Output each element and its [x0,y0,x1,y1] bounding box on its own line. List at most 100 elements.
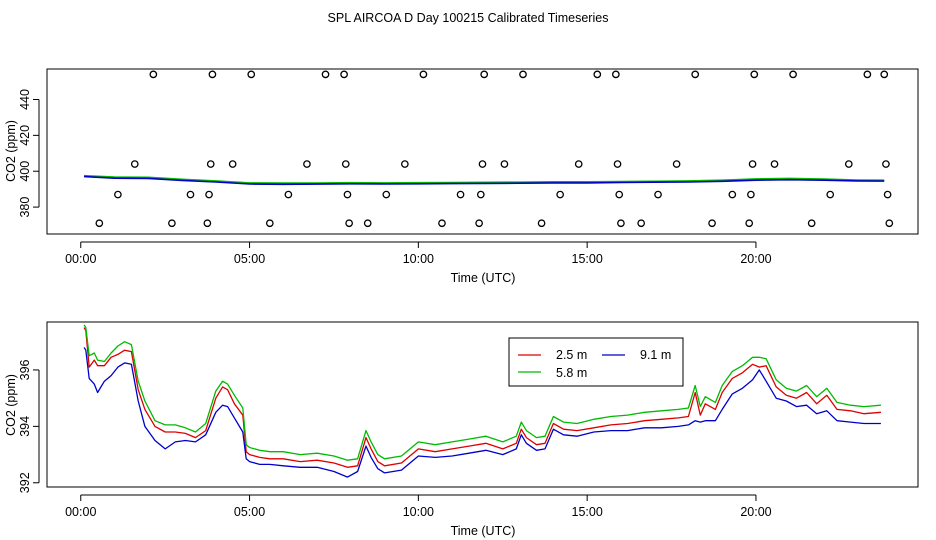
figure-title: SPL AIRCOA D Day 100215 Calibrated Times… [328,11,609,25]
panel-bottom-xlabel: Time (UTC) [451,524,516,538]
data-point [863,70,872,79]
y-tick-label: 380 [18,197,32,218]
data-point [807,219,816,228]
data-point [382,190,391,199]
x-tick-label: 15:00 [572,505,603,519]
data-point [519,70,527,79]
x-tick-label: 10:00 [403,505,434,519]
data-point [456,190,465,199]
panel-top-points [95,70,894,228]
data-point [883,190,892,199]
data-point [208,70,217,79]
data-point [617,219,625,228]
data-point [419,70,428,79]
data-point [321,70,330,79]
y-tick-label: 400 [18,161,32,182]
x-tick-label: 00:00 [65,252,96,266]
data-point [284,190,293,199]
y-tick-label: 420 [18,125,32,146]
data-point [168,219,176,228]
data-point [613,160,622,168]
panel-bottom-series [83,324,881,478]
data-point [747,190,755,199]
data-point [708,219,716,228]
data-point [593,70,602,79]
panel-top-ylabel: CO2 (ppm) [4,120,18,182]
data-point [637,219,646,228]
y-tick-label: 396 [18,359,32,380]
legend-box [508,337,684,387]
panel-bottom-ylabel: CO2 (ppm) [4,374,18,436]
data-point [480,70,489,79]
data-point [247,70,256,79]
x-tick-label: 20:00 [740,505,771,519]
panel-bottom-axes: 00:00 05:00 10:00 15:00 20:00 392 394 396 [18,359,772,519]
panel-top-axes: 00:00 05:00 10:00 15:00 20:00 380 400 420 440 [18,89,772,266]
data-point [691,70,700,79]
x-tick-label: 10:00 [403,252,434,266]
series-line-blue [84,175,885,186]
data-point [203,219,212,228]
data-point [303,160,311,168]
data-point [345,219,353,228]
x-tick-label: 05:00 [234,252,265,266]
legend-label-2-5m: 2.5 m [556,348,587,362]
y-tick-label: 392 [18,472,32,493]
series-line-blue [83,347,881,478]
panel-top-xlabel: Time (UTC) [451,271,516,285]
series-line-green [84,174,885,184]
data-point [615,190,624,199]
panel-top-series [84,174,885,186]
data-point [438,219,446,228]
data-point [478,160,487,168]
data-point [340,70,348,79]
data-point [574,160,583,168]
legend-label-5-8m: 5.8 m [556,366,587,380]
data-point [343,190,352,199]
panel-top-frame [46,68,919,235]
data-point [789,70,797,79]
data-point [882,160,890,168]
x-tick-label: 20:00 [740,252,771,266]
data-point [95,219,104,228]
data-point [844,160,853,168]
x-tick-label: 05:00 [234,505,265,519]
data-point [672,160,681,168]
data-point [475,219,483,228]
data-point [728,190,737,199]
data-point [114,190,122,199]
data-point [205,190,213,199]
data-point [750,70,759,79]
series-line-red [83,327,881,468]
data-point [476,190,485,199]
data-point [341,160,350,168]
data-point [556,190,564,199]
data-point [500,160,509,168]
data-point [654,190,662,199]
data-point [537,219,546,228]
data-point [228,160,237,168]
data-point [612,70,620,79]
data-point [745,219,754,228]
x-tick-label: 00:00 [65,505,96,519]
data-point [265,219,274,228]
legend-label-9-1m: 9.1 m [640,348,671,362]
data-point [880,70,889,79]
panel-bottom-frame [46,321,919,488]
data-point [130,160,139,168]
data-point [826,190,835,199]
data-point [149,70,158,79]
data-point [770,160,779,168]
data-point [885,219,894,228]
y-tick-label: 440 [18,89,32,110]
data-point [748,160,757,168]
x-tick-label: 15:00 [572,252,603,266]
legend: 2.5 m 5.8 m 9.1 m [508,337,684,387]
data-point [363,219,372,228]
panel-bottom: 00:00 05:00 10:00 15:00 20:00 392 394 396 Time … [4,321,919,538]
y-tick-label: 394 [18,416,32,437]
data-point [186,190,195,199]
data-point [206,160,215,168]
panel-top: 00:00 05:00 10:00 15:00 20:00 380 400 420 440 Ti… [4,68,919,285]
